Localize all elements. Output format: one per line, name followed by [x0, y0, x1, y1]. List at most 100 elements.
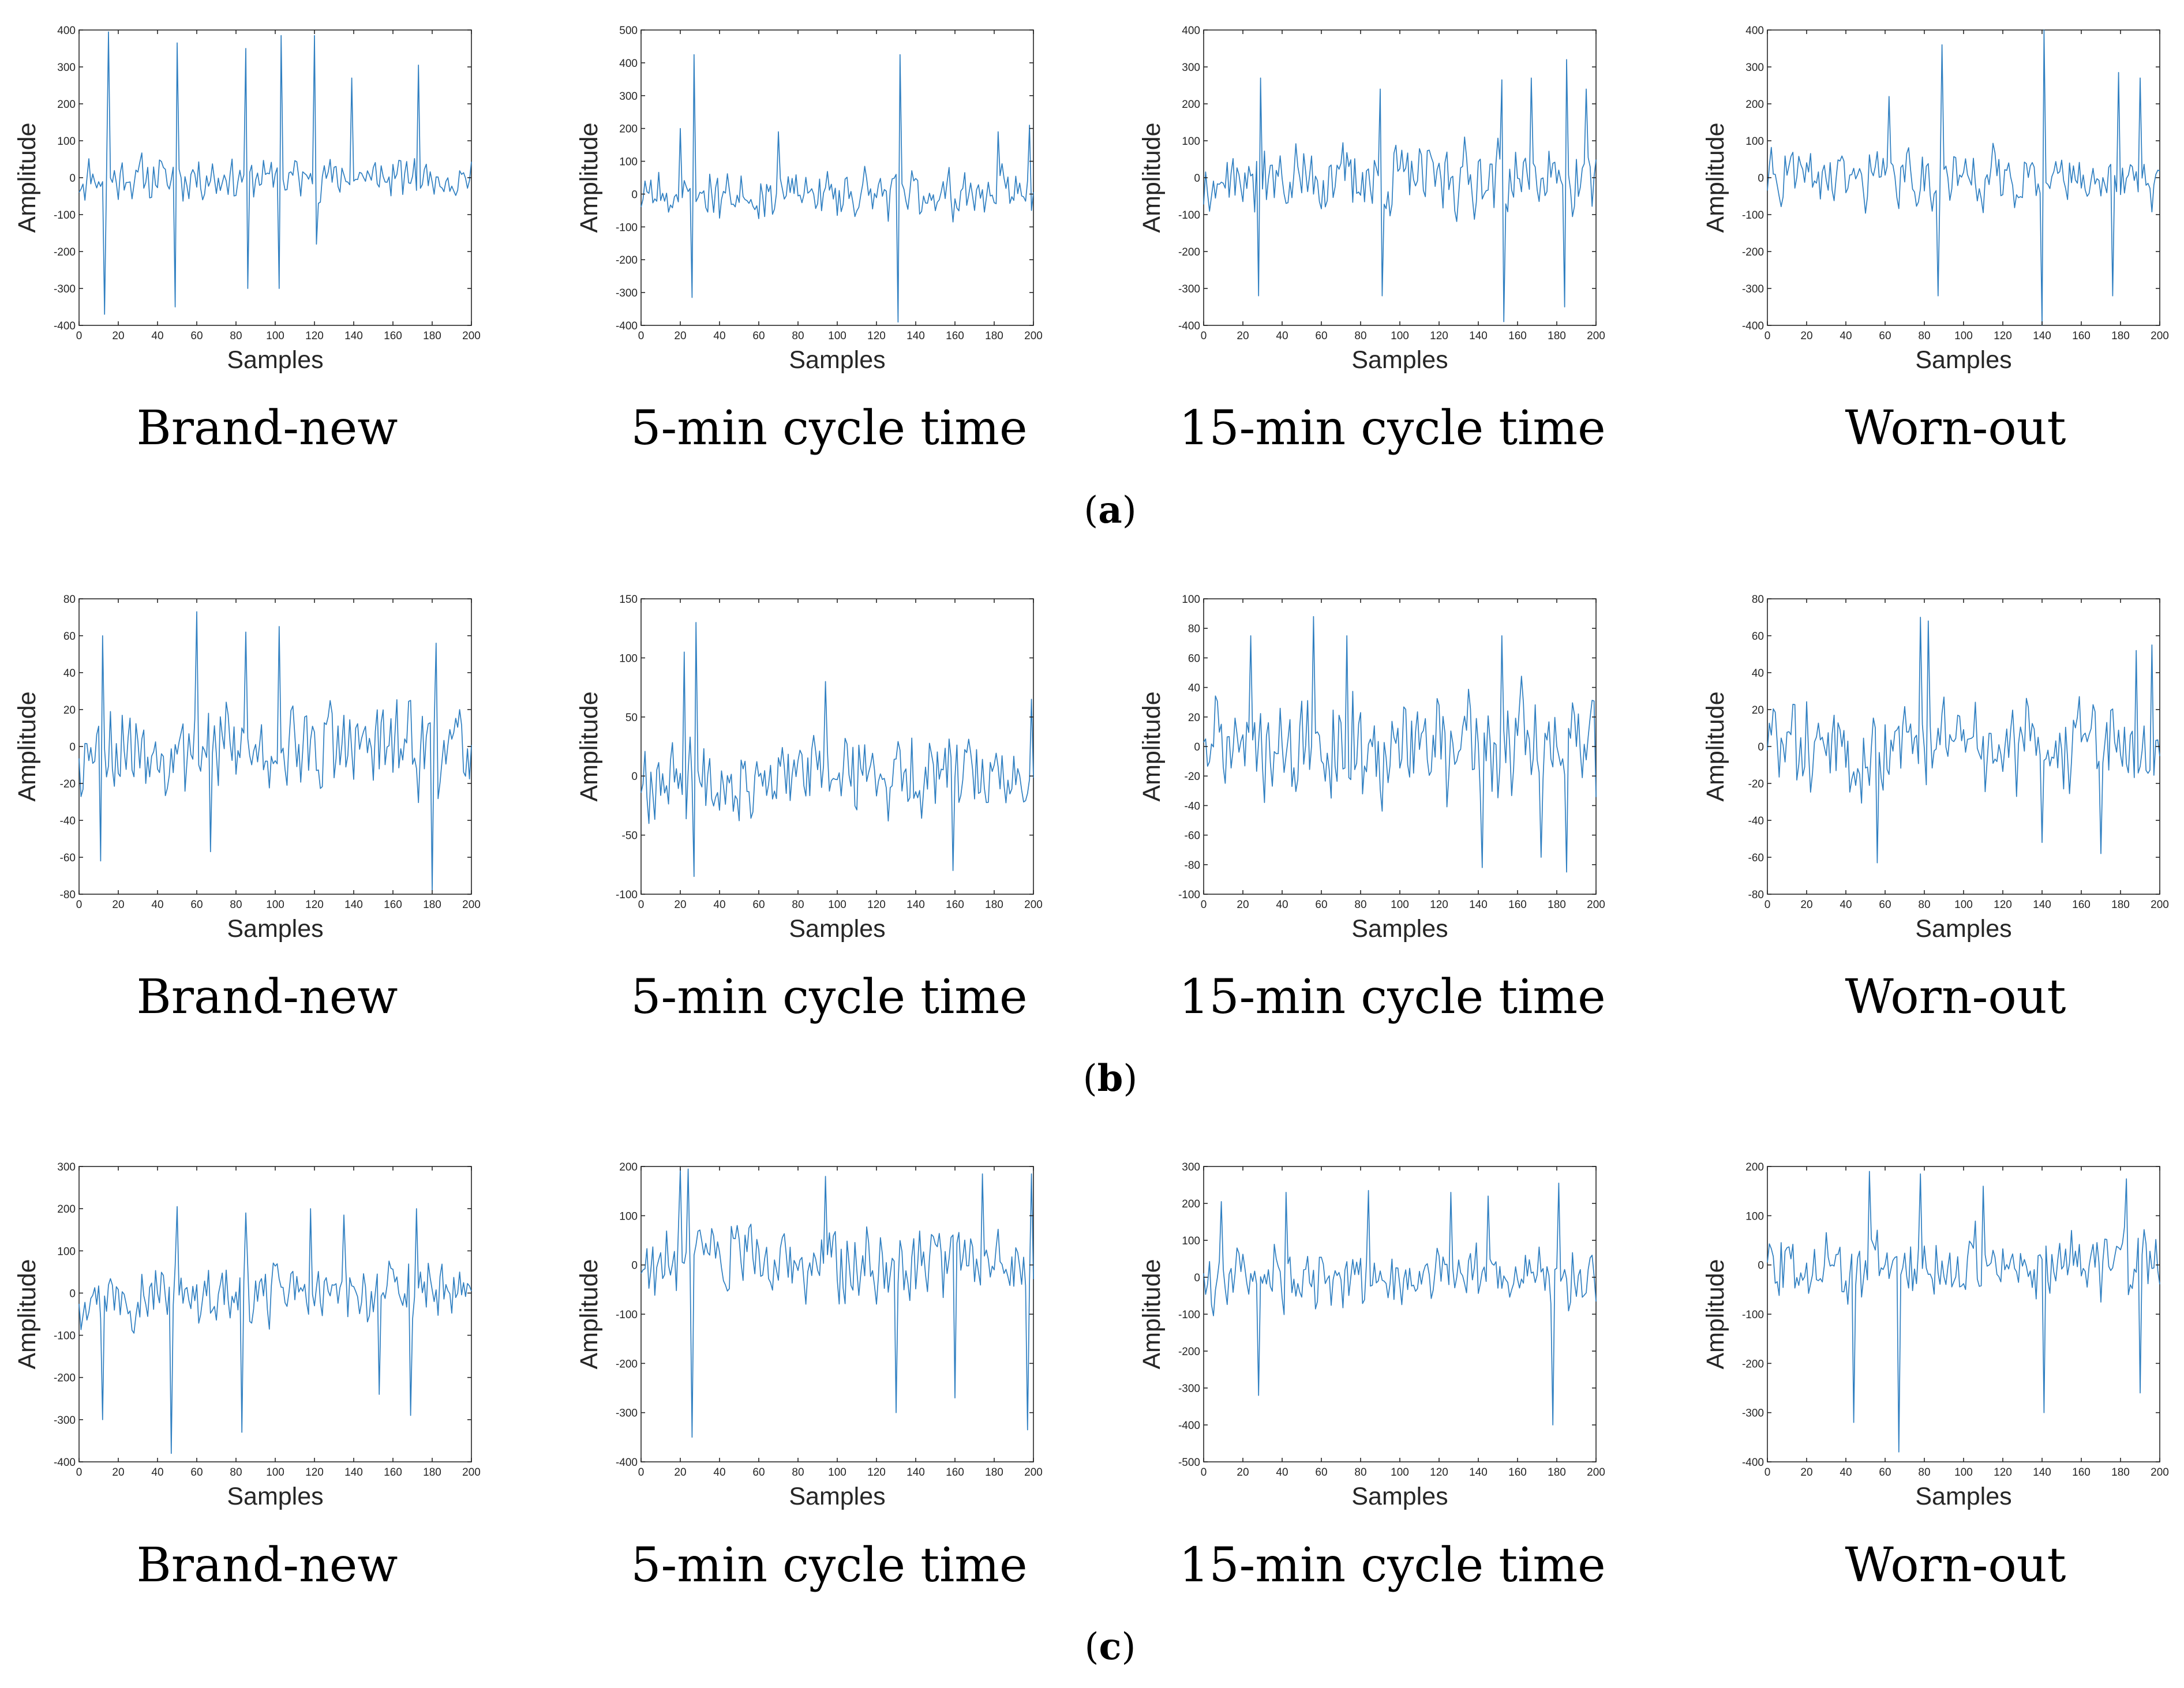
subplot-caption: Worn-out — [1845, 401, 2066, 456]
y-tick-label: -200 — [1742, 246, 1764, 258]
x-tick-label: 80 — [230, 899, 242, 911]
y-tick-label: -100 — [1178, 209, 1200, 222]
y-tick-label: 0 — [69, 741, 76, 753]
axes-frame — [78, 29, 472, 326]
x-tick-label: 20 — [674, 899, 686, 911]
y-tick-label: -300 — [1742, 1408, 1764, 1420]
y-axis-label: Amplitude — [575, 122, 603, 232]
y-tick-label: -400 — [1742, 1457, 1764, 1469]
subplot-caption: 15-min cycle time — [1179, 970, 1605, 1025]
y-tick-label: 40 — [1752, 667, 1764, 680]
x-tick-label: 60 — [1879, 899, 1891, 911]
y-axis-label: Amplitude — [13, 122, 41, 232]
x-tick-label: 100 — [828, 1466, 846, 1479]
x-tick-label: 20 — [1800, 330, 1812, 342]
x-tick-label: 140 — [906, 330, 925, 342]
y-tick-label: 0 — [1194, 741, 1200, 753]
y-tick-label: 100 — [1745, 1210, 1764, 1222]
x-tick-label: 120 — [867, 1466, 886, 1479]
y-tick-label: 400 — [1182, 25, 1200, 37]
y-tick-label: -300 — [1178, 283, 1200, 295]
x-tick-label: 180 — [2111, 899, 2130, 911]
chart-c-4: 0 20 40 60 80 100 120 140 160 180 200 -400 -300 -200 -… — [1702, 1161, 2169, 1510]
series-line — [1203, 616, 1597, 873]
x-tick-label: 140 — [344, 899, 363, 911]
y-axis-label: Amplitude — [1138, 691, 1166, 801]
x-tick-label: 200 — [2151, 330, 2169, 342]
x-tick-label: 160 — [1508, 1466, 1527, 1479]
subplot-caption: 15-min cycle time — [1179, 401, 1605, 456]
x-tick-label: 20 — [674, 1466, 686, 1479]
x-tick-label: 40 — [1840, 899, 1852, 911]
x-tick-label: 200 — [2151, 1466, 2169, 1479]
x-tick-label: 20 — [112, 1466, 124, 1479]
x-tick-label: 140 — [1469, 899, 1488, 911]
x-tick-label: 140 — [1469, 330, 1488, 342]
panel-label-c: (c) — [1085, 1625, 1136, 1668]
x-tick-label: 20 — [112, 330, 124, 342]
x-tick-label: 120 — [1994, 1466, 2012, 1479]
x-tick-label: 120 — [305, 330, 324, 342]
y-tick-label: 80 — [63, 594, 76, 606]
x-tick-label: 120 — [1430, 899, 1448, 911]
y-tick-label: -60 — [1748, 852, 1764, 864]
y-tick-label: -40 — [1748, 815, 1764, 827]
y-tick-label: -100 — [616, 222, 638, 234]
y-axis-label: Amplitude — [1138, 122, 1166, 232]
y-tick-label: 0 — [631, 771, 638, 783]
axes-frame — [640, 1166, 1034, 1462]
subplot-caption: 5-min cycle time — [631, 401, 1027, 456]
series-line — [1203, 59, 1597, 322]
x-tick-label: 200 — [1024, 899, 1043, 911]
x-tick-label: 140 — [344, 330, 363, 342]
y-tick-label: 300 — [1182, 1161, 1200, 1173]
x-axis-label: Samples — [789, 346, 885, 374]
y-axis-label: Amplitude — [1702, 122, 1729, 232]
y-axis-label: Amplitude — [1702, 1259, 1729, 1369]
x-axis-label: Samples — [1915, 915, 2011, 943]
subplot-caption: 5-min cycle time — [631, 970, 1027, 1025]
subplot-caption: Brand-new — [137, 970, 398, 1025]
x-tick-label: 60 — [190, 1466, 203, 1479]
y-tick-label: 200 — [1182, 99, 1200, 111]
x-tick-label: 160 — [1508, 899, 1527, 911]
x-tick-label: 200 — [462, 899, 481, 911]
y-axis-label: Amplitude — [575, 1259, 603, 1369]
x-tick-label: 40 — [713, 330, 725, 342]
x-tick-label: 120 — [305, 1466, 324, 1479]
x-tick-label: 0 — [1765, 899, 1771, 911]
x-tick-label: 140 — [2033, 330, 2051, 342]
x-tick-label: 0 — [1201, 330, 1207, 342]
x-tick-label: 40 — [1840, 330, 1852, 342]
y-tick-label: 0 — [1758, 1260, 1764, 1272]
y-tick-label: -200 — [616, 1358, 638, 1370]
x-tick-label: 180 — [423, 899, 441, 911]
x-tick-label: 80 — [1918, 1466, 1930, 1479]
y-tick-label: -60 — [60, 852, 76, 864]
y-tick-label: -100 — [1742, 209, 1764, 222]
axes-frame — [1767, 598, 2160, 895]
x-tick-label: 80 — [1354, 1466, 1366, 1479]
y-tick-label: -20 — [1748, 778, 1764, 790]
chart-b-2: 0 20 40 60 80 100 120 140 160 180 200 -100 -50 0 50 100… — [575, 594, 1043, 943]
chart-b-3: 0 20 40 60 80 100 120 140 160 180 200-100-80-60-40… — [1138, 594, 1605, 943]
y-tick-label: 0 — [69, 172, 76, 185]
y-tick-label: 0 — [631, 189, 638, 201]
y-tick-label: 0 — [1194, 1272, 1200, 1284]
x-tick-label: 60 — [1879, 330, 1891, 342]
y-tick-label: 200 — [57, 1203, 76, 1216]
y-tick-label: 200 — [1745, 99, 1764, 111]
x-tick-label: 160 — [946, 1466, 964, 1479]
y-tick-label: -100 — [54, 1330, 76, 1342]
x-tick-label: 160 — [2072, 899, 2091, 911]
x-axis-label: Samples — [789, 915, 885, 943]
y-tick-label: 200 — [1745, 1161, 1764, 1173]
x-tick-label: 0 — [1765, 1466, 1771, 1479]
series-line — [1203, 1182, 1597, 1426]
y-tick-label: 50 — [625, 712, 638, 724]
y-axis-label: Amplitude — [575, 691, 603, 801]
y-tick-label: 100 — [1182, 594, 1200, 606]
x-tick-label: 20 — [1237, 1466, 1249, 1479]
x-axis-label: Samples — [1351, 346, 1448, 374]
